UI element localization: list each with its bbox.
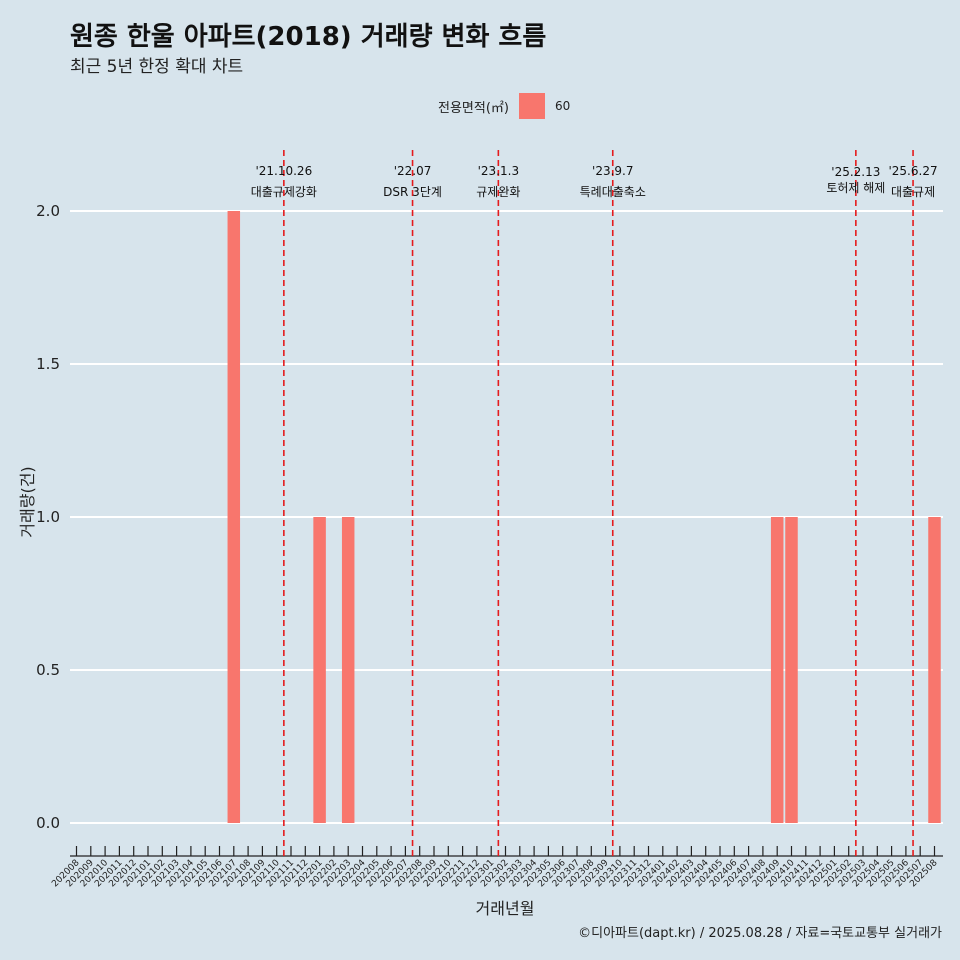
event-label: DSR 3단계 [383,185,442,199]
event-label: 특례대출축소 [580,185,646,199]
chart-title: 원종 한울 아파트(2018) 거래량 변화 흐름 [70,22,547,52]
bar [313,517,326,823]
bar [227,211,241,823]
legend: 전용면적(㎡) 60 [438,93,570,119]
y-tick-label: 0.5 [36,661,60,679]
event-label: 대출규제강화 [251,185,317,199]
event-date: '23.9.7 [592,164,633,178]
chart-subtitle: 최근 5년 한정 확대 차트 [70,57,244,77]
x-axis-title: 거래년월 [476,899,535,918]
bar [770,517,784,823]
y-tick-label: 1.5 [36,355,60,373]
event-date: '25.2.13 [831,165,880,179]
event-date: '22.07 [394,164,432,178]
event-date: '21.10.26 [255,164,312,178]
event-label: 토허제 해제 [826,181,885,195]
y-tick-label: 0.0 [36,814,60,832]
bar [928,517,941,823]
event-label: 규제완화 [476,185,520,199]
bar [341,517,355,823]
event-label: 대출규제 [891,185,935,199]
bar [785,517,798,823]
y-tick-label: 2.0 [36,202,60,220]
y-tick-label: 1.0 [36,508,60,526]
event-date: '25.6.27 [888,164,937,178]
legend-title: 전용면적(㎡) [438,100,509,116]
legend-entry-label: 60 [554,99,571,113]
y-axis-title: 거래량(건) [18,466,37,537]
event-date: '23.1.3 [478,164,519,178]
legend-swatch [518,93,545,119]
source-caption: ©디아파트(dapt.kr) / 2025.08.28 / 자료=국토교통부 실… [578,926,942,941]
